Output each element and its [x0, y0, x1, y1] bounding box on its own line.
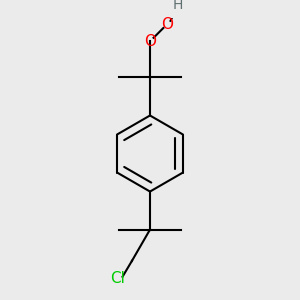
Text: O: O: [144, 34, 156, 49]
Text: H: H: [173, 0, 183, 11]
Text: Cl: Cl: [110, 271, 125, 286]
Text: O: O: [161, 17, 173, 32]
